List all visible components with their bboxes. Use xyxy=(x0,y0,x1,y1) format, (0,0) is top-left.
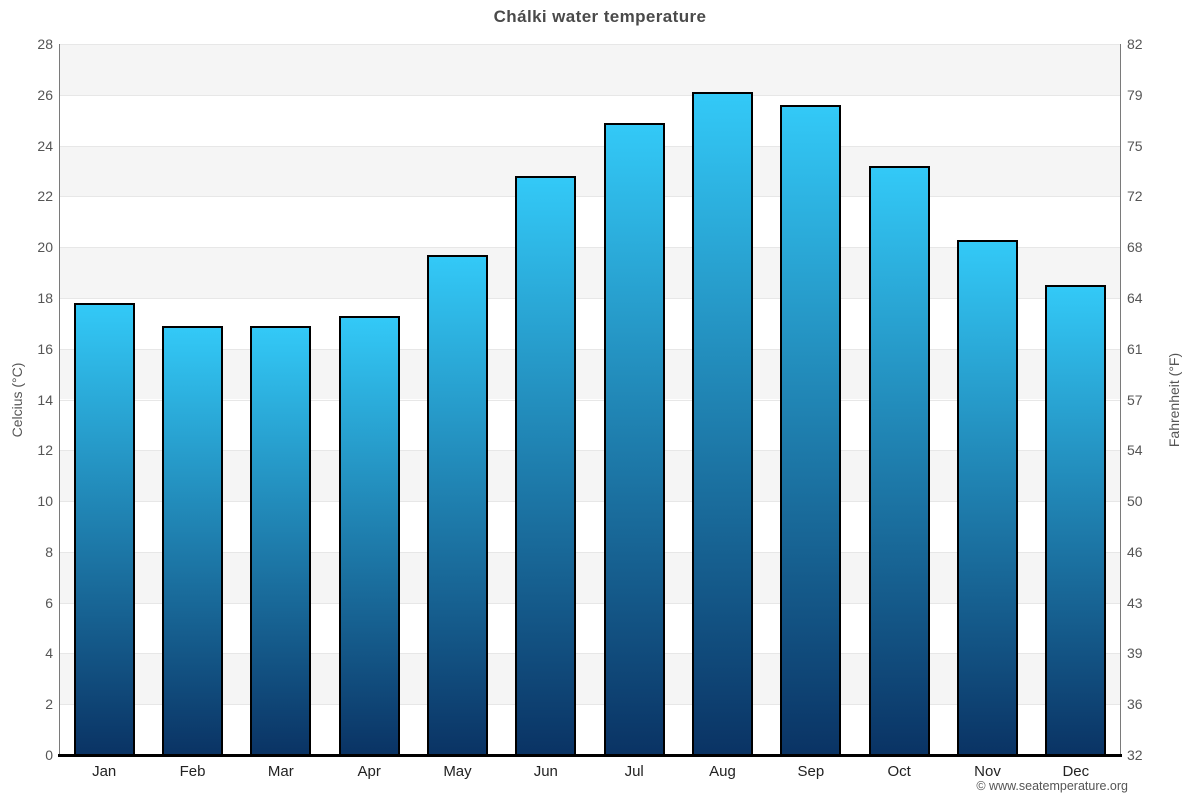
gridline xyxy=(60,247,1120,249)
y-tick-celsius: 10 xyxy=(37,493,53,510)
x-tick-nov: Nov xyxy=(974,763,1001,780)
y-axis-line-left xyxy=(59,44,60,755)
y-tick-celsius: 4 xyxy=(45,645,53,662)
gridline xyxy=(60,196,1120,198)
plot-band xyxy=(60,44,1120,95)
y-tick-fahrenheit: 68 xyxy=(1127,239,1143,256)
bar-aug xyxy=(692,92,753,755)
y-tick-celsius: 12 xyxy=(37,442,53,459)
x-tick-aug: Aug xyxy=(709,763,736,780)
plot-band xyxy=(60,145,1120,197)
copyright-text: © www.seatemperature.org xyxy=(976,779,1128,793)
y-tick-celsius: 18 xyxy=(37,289,53,306)
y-tick-celsius: 0 xyxy=(45,747,53,763)
y-tick-celsius: 2 xyxy=(45,696,53,713)
x-tick-apr: Apr xyxy=(357,763,381,780)
bar-dec xyxy=(1045,285,1107,755)
x-tick-dec: Dec xyxy=(1062,763,1090,780)
plot-band xyxy=(60,95,1120,146)
y-tick-fahrenheit: 64 xyxy=(1127,289,1143,306)
y-tick-fahrenheit: 82 xyxy=(1127,36,1143,52)
chart-title: Chálki water temperature xyxy=(493,7,707,26)
y-tick-fahrenheit: 61 xyxy=(1127,340,1143,357)
plot-band xyxy=(60,247,1120,298)
gridline xyxy=(60,145,1120,147)
y-tick-fahrenheit: 50 xyxy=(1127,493,1143,510)
y-tick-celsius: 28 xyxy=(37,36,53,52)
x-tick-feb: Feb xyxy=(179,763,206,780)
gridline xyxy=(60,450,1120,452)
y-tick-fahrenheit: 46 xyxy=(1127,543,1143,560)
gridline xyxy=(60,297,1120,299)
x-tick-jul: Jul xyxy=(624,763,644,780)
bar-sep xyxy=(780,104,842,755)
y-tick-celsius: 22 xyxy=(37,188,53,205)
plot-band xyxy=(60,348,1120,400)
plot-band xyxy=(60,551,1120,603)
y-tick-celsius: 24 xyxy=(37,137,53,154)
y-tick-fahrenheit: 39 xyxy=(1127,645,1143,662)
gridline xyxy=(60,653,1120,655)
gridline xyxy=(60,501,1120,503)
gridline xyxy=(60,551,1120,553)
y-tick-celsius: 6 xyxy=(45,594,53,611)
y-tick-celsius: 16 xyxy=(37,340,53,357)
y-tick-celsius: 14 xyxy=(37,391,53,408)
bar-may xyxy=(427,254,488,755)
bar-jun xyxy=(515,176,577,755)
bar-apr xyxy=(338,315,400,755)
gridline xyxy=(60,399,1120,401)
bar-feb xyxy=(162,325,223,755)
x-tick-oct: Oct xyxy=(887,763,911,780)
gridline xyxy=(60,704,1120,706)
y-tick-celsius: 20 xyxy=(37,239,53,256)
bar-jan xyxy=(73,303,135,755)
y-tick-fahrenheit: 32 xyxy=(1127,747,1143,763)
y-tick-celsius: 8 xyxy=(45,543,53,560)
gridline xyxy=(60,94,1120,96)
x-tick-mar: Mar xyxy=(267,763,294,780)
y-tick-fahrenheit: 54 xyxy=(1127,442,1143,459)
y-tick-fahrenheit: 57 xyxy=(1127,391,1143,408)
bar-oct xyxy=(868,165,930,755)
y-axis-line-right xyxy=(1120,44,1121,755)
plot-band xyxy=(60,653,1120,705)
gridline xyxy=(60,348,1120,350)
x-tick-jan: Jan xyxy=(92,763,117,780)
y-tick-fahrenheit: 79 xyxy=(1127,86,1143,103)
bar-jul xyxy=(603,122,665,755)
x-axis-line xyxy=(58,754,1122,757)
bar-nov xyxy=(957,239,1018,755)
gridline xyxy=(60,44,1120,45)
bar-mar xyxy=(250,325,312,755)
x-tick-jun: Jun xyxy=(533,763,558,780)
x-tick-may: May xyxy=(443,763,472,780)
y-tick-fahrenheit: 36 xyxy=(1127,696,1143,713)
y-tick-celsius: 26 xyxy=(37,86,53,103)
y-tick-fahrenheit: 72 xyxy=(1127,188,1143,205)
plot-band xyxy=(60,450,1120,502)
gridline xyxy=(60,602,1120,604)
x-tick-sep: Sep xyxy=(797,763,825,780)
plot-area xyxy=(60,44,1120,755)
y-tick-fahrenheit: 75 xyxy=(1127,137,1143,154)
y-tick-fahrenheit: 43 xyxy=(1127,594,1143,611)
